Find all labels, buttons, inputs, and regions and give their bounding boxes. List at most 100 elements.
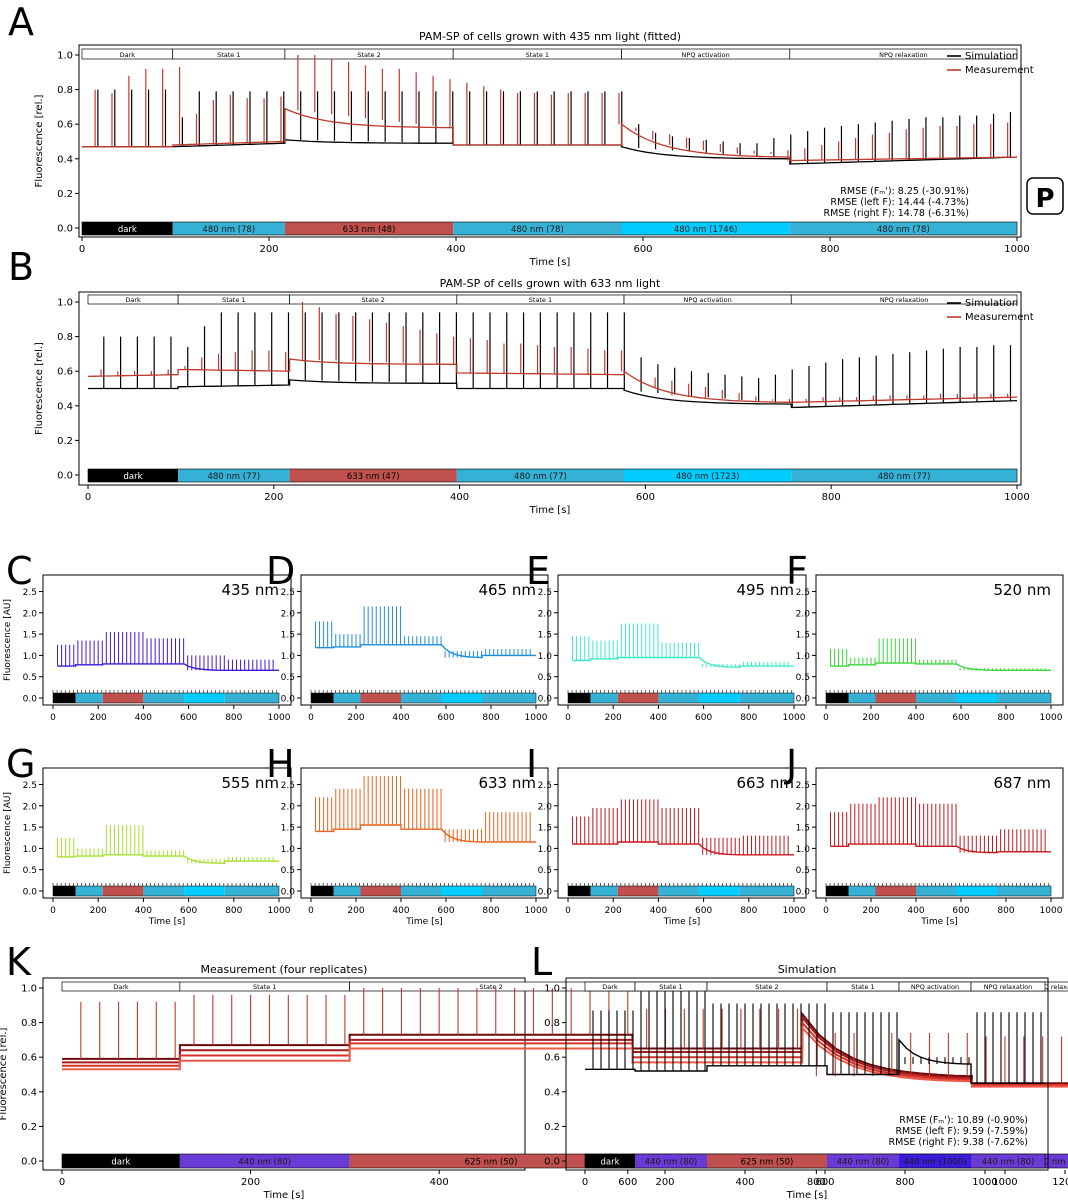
panel-letter-H: H [266, 742, 295, 786]
x-tick-label: 400 [392, 906, 409, 916]
light-segment [184, 886, 225, 896]
x-tick-label: 0 [308, 906, 314, 916]
y-tick-label: 1.0 [281, 652, 296, 662]
light-segment [333, 693, 361, 703]
x-tick-label: 1000 [992, 1177, 1017, 1188]
light-segment [956, 886, 997, 896]
trace-baseline [572, 656, 794, 669]
axes-frame [815, 767, 1064, 899]
x-tick-label: 0 [823, 713, 829, 723]
light-segment [699, 886, 740, 896]
x-tick-label: 800 [997, 713, 1014, 723]
y-axis-label: Fluorescence [rel.] [34, 94, 45, 187]
panel-letter-A: A [8, 0, 34, 44]
light-segment-label: 633 nm (48) [343, 225, 396, 235]
phase-label: NPQ relaxation [879, 51, 928, 59]
light-bar-frame [825, 885, 1052, 897]
x-axis-label: Time [s] [529, 257, 571, 268]
trace-baseline [830, 843, 1051, 854]
x-tick-label: 400 [135, 906, 152, 916]
panel-letter-G: G [6, 742, 35, 786]
y-tick-label: 1.0 [23, 652, 38, 662]
wavelength-label: 633 nm [478, 774, 536, 792]
phase-label: State 1 [529, 296, 552, 304]
x-tick-label: 600 [633, 244, 652, 255]
x-tick-label: 1000 [1040, 906, 1063, 916]
light-segment-label: 440 nm (80) [238, 1158, 291, 1168]
y-tick-label: 0.8 [57, 85, 73, 96]
phase-label: State 2 [357, 51, 380, 59]
light-segment-label: 625 nm (50) [741, 1158, 794, 1168]
phase-label: Dark [602, 983, 618, 991]
y-tick-label: 0.0 [23, 888, 38, 898]
light-segment [453, 222, 622, 235]
light-segment-label: dark [124, 472, 143, 482]
x-tick-label: 600 [815, 1177, 834, 1188]
x-tick-label: 0 [50, 906, 56, 916]
x-tick-label: 800 [807, 1177, 826, 1188]
x-tick-label: 600 [618, 1177, 637, 1188]
axes-frame [42, 977, 526, 1171]
y-tick-label: 1.0 [796, 652, 811, 662]
y-tick-label: 0.6 [57, 120, 73, 131]
x-tick-label: 800 [820, 244, 839, 255]
x-tick-label: 600 [952, 906, 969, 916]
y-tick-label: 0.2 [57, 436, 73, 447]
x-tick-label: 600 [180, 906, 197, 916]
y-tick-label: 1.0 [23, 845, 38, 855]
axes-frame [300, 767, 549, 899]
y-tick-label: 1.5 [538, 824, 552, 834]
light-segment [178, 469, 290, 482]
x-tick-label: 400 [650, 713, 667, 723]
light-bar-frame [87, 468, 1018, 483]
light-segment-label: 480 nm (78) [877, 225, 930, 235]
x-tick-label: 0 [308, 713, 314, 723]
light-bar-frame [52, 885, 280, 897]
light-segment-label: 440 nm (80) [982, 1158, 1035, 1168]
light-segment [441, 693, 482, 703]
x-tick-label: 1000 [525, 906, 548, 916]
legend-label: Simulation [965, 298, 1018, 309]
simulation-trace [585, 1038, 1045, 1084]
trace-baseline [57, 854, 279, 865]
y-tick-label: 2.5 [796, 588, 810, 598]
trace-baseline [315, 644, 536, 659]
light-segment [289, 469, 457, 482]
light-segment [997, 693, 1051, 703]
y-tick-label: 0.5 [538, 866, 552, 876]
y-tick-label: 0.2 [57, 189, 73, 200]
y-tick-label: 2.5 [538, 588, 552, 598]
chart-panel-H: 0 200 400 600 800 1000 0.0 0.5 1.0 1.5 2.0 2.5 Time … [281, 767, 549, 927]
phase-label: NPQ relaxation [984, 983, 1033, 991]
phase-label: State 1 [659, 983, 682, 991]
trace-baseline [315, 824, 536, 843]
y-tick-label: 0.2 [544, 1122, 560, 1133]
x-tick-label: 800 [740, 906, 757, 916]
chart-title: Measurement (four replicates) [201, 963, 368, 976]
light-bar-frame [825, 692, 1052, 704]
x-tick-label: 200 [605, 906, 622, 916]
panel-letter-F: F [786, 549, 808, 593]
y-tick-label: 2.5 [538, 781, 552, 791]
y-tick-label: 0.6 [57, 367, 73, 378]
x-tick-label: 800 [822, 492, 841, 503]
rmse-annotation: RMSE (right F): 14.78 (-6.31%) [823, 208, 969, 219]
light-segment [590, 886, 618, 896]
light-segment-label: 480 nm (77) [514, 472, 567, 482]
x-tick-label: 200 [862, 713, 879, 723]
y-tick-label: 0.4 [57, 154, 73, 165]
light-segment-label: 440 nm (80) [645, 1158, 698, 1168]
panel-letter-D: D [266, 549, 295, 593]
panel-letters: A B C D E F G H I J K L [6, 0, 808, 984]
light-segment-label: 480 nm (77) [207, 472, 260, 482]
x-tick-label: 800 [482, 713, 499, 723]
y-tick-label: 0.5 [796, 866, 810, 876]
light-segment [360, 693, 401, 703]
light-segment [401, 693, 442, 703]
light-segment [827, 1154, 899, 1168]
wavelength-label: 465 nm [478, 581, 536, 599]
phase-label: Dark [120, 51, 136, 59]
chart-panel-A: 0 200 400 600 800 1000 0.0 0.2 0.4 0.6 0.8 1.0 Time … [34, 30, 1064, 268]
light-segment [971, 1154, 1045, 1168]
